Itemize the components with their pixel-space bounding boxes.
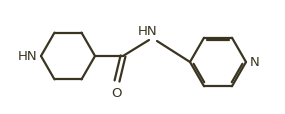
Text: N: N [250, 56, 260, 69]
Text: HN: HN [17, 50, 37, 63]
Text: O: O [111, 86, 121, 99]
Text: HN: HN [138, 25, 158, 38]
